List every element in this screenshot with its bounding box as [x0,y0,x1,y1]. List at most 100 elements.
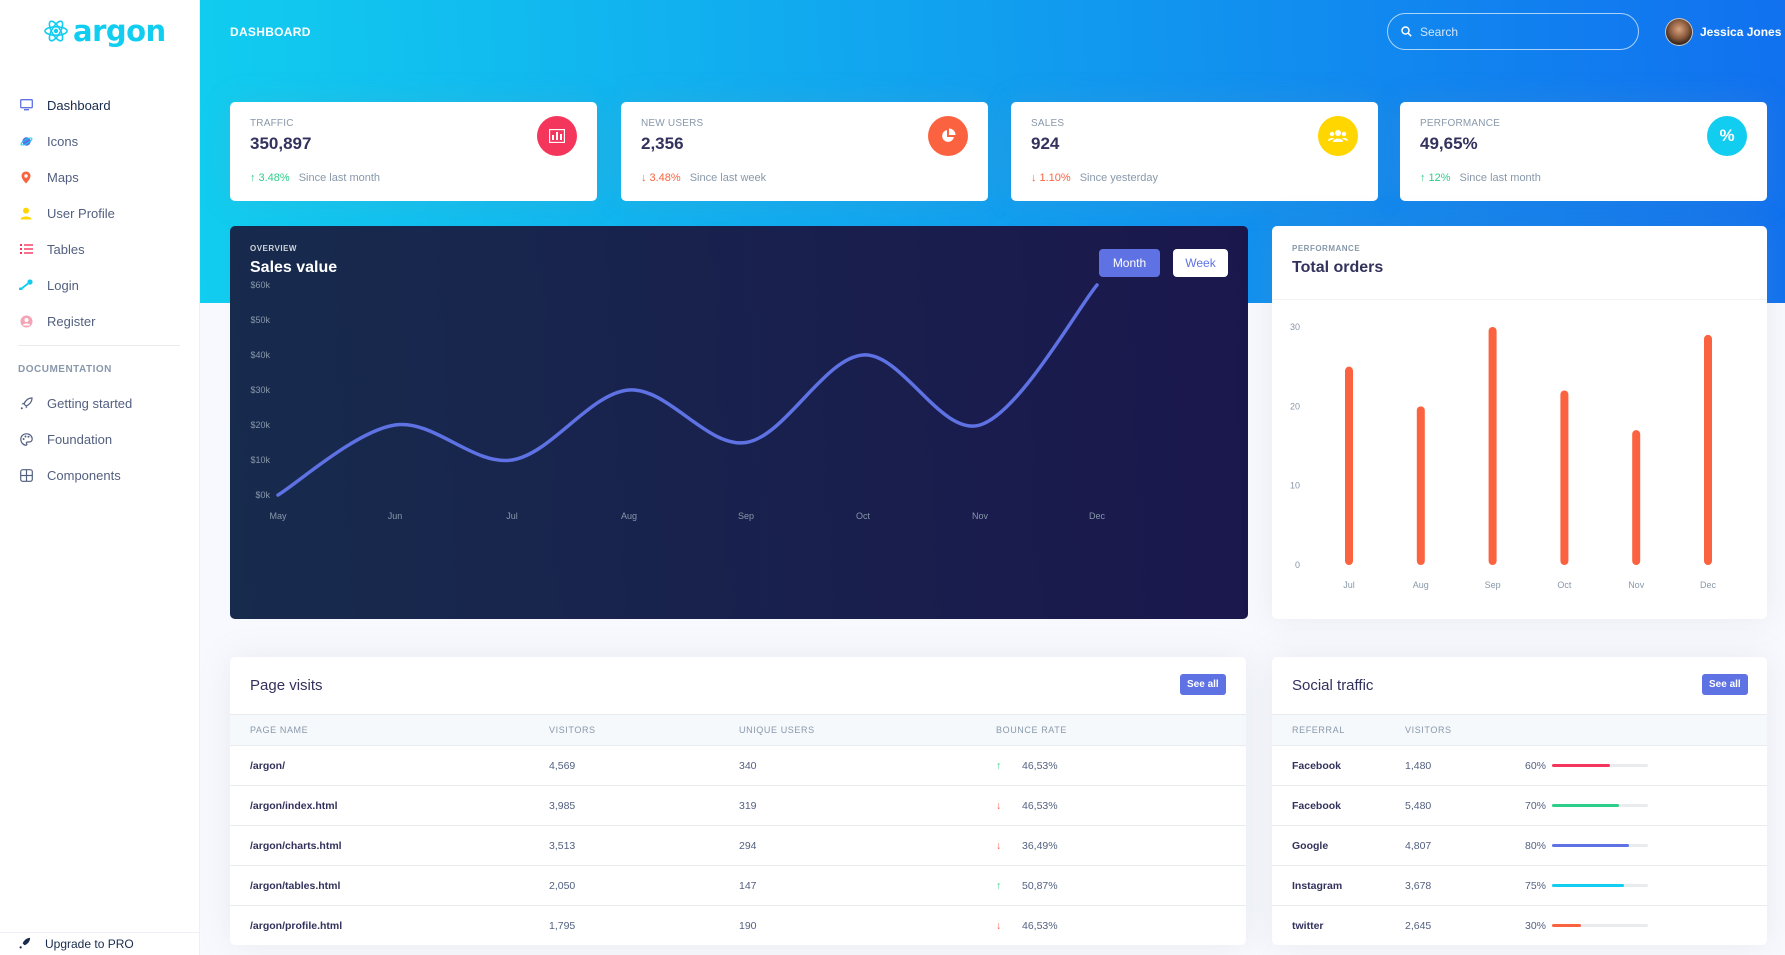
traffic-percent: 60% [1525,759,1547,772]
week-button[interactable]: Week [1173,249,1228,277]
stat-change: 1.10% [1039,172,1071,184]
bounce-rate: ↑ 50,87% [996,866,1246,906]
sidebar-item-maps[interactable]: Maps [0,159,200,195]
column-header[interactable]: UNIQUE USERS [739,725,815,735]
logo[interactable]: argon [43,14,166,48]
bar [1416,406,1425,565]
progress-fill [1552,924,1581,928]
sidebar-item-foundation[interactable]: Foundation [0,421,200,457]
arrow-down-icon: ↓ [1031,172,1037,184]
percent-icon: % [1707,116,1747,156]
column-header [1525,715,1767,746]
table-row[interactable]: /argon/index.html 3,985 319 ↓ 46,53% [230,786,1246,826]
x-tick-label: Aug [1413,580,1429,590]
page-name: /argon/ [250,759,286,772]
stat-change: 3.48% [649,172,681,184]
visitors: 3,513 [549,839,576,852]
sidebar-item-register[interactable]: Register [0,303,200,339]
table-row[interactable]: /argon/charts.html 3,513 294 ↓ 36,49% [230,826,1246,866]
sidebar-item-label: Maps [47,169,79,185]
stat-card-new-users: NEW USERS 2,356 ↓ 3.48% Since last week [621,102,988,201]
page-name: /argon/index.html [250,799,338,812]
table-header-row: REFERRAL VISITORS [1272,714,1767,746]
x-tick-label: Aug [621,511,637,521]
bar [1632,430,1641,565]
sidebar-item-tables[interactable]: Tables [0,231,200,267]
traffic-share: 80% [1525,826,1767,866]
table-row[interactable]: Google 4,807 80% [1272,826,1767,866]
visitors: 2,050 [549,879,576,892]
table-row[interactable]: /argon/ 4,569 340 ↑ 46,53% [230,746,1246,786]
sidebar-item-label: Register [47,313,96,329]
column-header[interactable]: VISITORS [549,725,596,735]
bounce-value: 50,87% [1022,879,1058,892]
column-header[interactable]: BOUNCE RATE [996,725,1067,735]
avatar[interactable] [1665,18,1693,46]
column-header[interactable]: PAGE NAME [250,725,309,735]
planet-icon [19,134,33,148]
bar-chart-icon [537,116,577,156]
sidebar-item-user-profile[interactable]: User Profile [0,195,200,231]
progress-bar [1552,844,1649,848]
table-row[interactable]: Instagram 3,678 75% [1272,866,1767,906]
search-input[interactable] [1420,24,1620,39]
sidebar-item-dashboard[interactable]: Dashboard [0,87,200,123]
bounce-rate: ↓ 36,49% [996,826,1246,866]
user-menu[interactable]: Jessica Jones [1665,18,1781,46]
traffic-share: 70% [1525,786,1767,826]
unique-users: 319 [739,799,757,812]
search-box[interactable] [1387,13,1639,50]
referral: Facebook [1292,759,1342,772]
page-name: /argon/profile.html [250,919,343,932]
stat-since: Since last month [1459,172,1541,184]
table-row[interactable]: /argon/profile.html 1,795 190 ↓ 46,53% [230,906,1246,945]
bounce-rate: ↑ 46,53% [996,746,1246,786]
monitor-icon [19,98,33,112]
page-title[interactable]: DASHBOARD [230,25,311,39]
month-button[interactable]: Month [1099,249,1160,277]
progress-fill [1552,764,1610,768]
see-all-button[interactable]: See all [1180,674,1226,695]
column-header[interactable]: REFERRAL [1292,725,1345,735]
users-icon [1318,116,1358,156]
stat-value: 924 [1031,134,1060,153]
bounce-value: 46,53% [1022,919,1058,932]
y-tick-label: 20 [1290,401,1300,411]
stat-title: NEW USERS [641,118,704,129]
referral: Google [1292,839,1329,852]
traffic-share: 75% [1525,866,1767,906]
upgrade-to-pro-link[interactable]: Upgrade to PRO [0,932,200,955]
page-name: /argon/tables.html [250,879,341,892]
traffic-share: 30% [1525,906,1767,946]
sidebar-item-icons[interactable]: Icons [0,123,200,159]
x-tick-label: Jun [388,511,403,521]
see-all-button[interactable]: See all [1702,674,1748,695]
social-traffic-table: REFERRAL VISITORS Facebook 1,480 60% Fac… [1272,714,1767,945]
react-atom-icon [44,20,68,42]
table-row[interactable]: /argon/tables.html 2,050 147 ↑ 50,87% [230,866,1246,906]
table-row[interactable]: twitter 2,645 30% [1272,906,1767,946]
x-tick-label: Jul [506,511,518,521]
column-header[interactable]: VISITORS [1405,725,1452,735]
sidebar-item-components[interactable]: Components [0,457,200,493]
y-tick-label: $10k [250,455,270,465]
user-name: Jessica Jones [1700,25,1782,39]
sidebar: argon Dashboard Icons Maps User Profile [0,0,200,955]
y-tick-label: $60k [250,280,270,290]
total-orders-card: PERFORMANCE Total orders 0 10 20 30 Jul Aug Se… [1272,226,1767,619]
table-row[interactable]: Facebook 1,480 60% [1272,746,1767,786]
x-tick-label: Sep [738,511,754,521]
visitors: 1,795 [549,919,576,932]
stat-value: 350,897 [250,134,312,153]
pin-icon [19,170,33,184]
x-tick-label: Oct [1557,580,1572,590]
table-row[interactable]: Facebook 5,480 70% [1272,786,1767,826]
stat-value: 2,356 [641,134,684,153]
sidebar-item-getting-started[interactable]: Getting started [0,385,200,421]
arrow-down-icon: ↓ [641,172,647,184]
stat-title: TRAFFIC [250,118,294,129]
stat-change: 3.48% [258,172,290,184]
traffic-percent: 75% [1525,879,1547,892]
sidebar-item-login[interactable]: Login [0,267,200,303]
stat-title: PERFORMANCE [1420,118,1500,129]
